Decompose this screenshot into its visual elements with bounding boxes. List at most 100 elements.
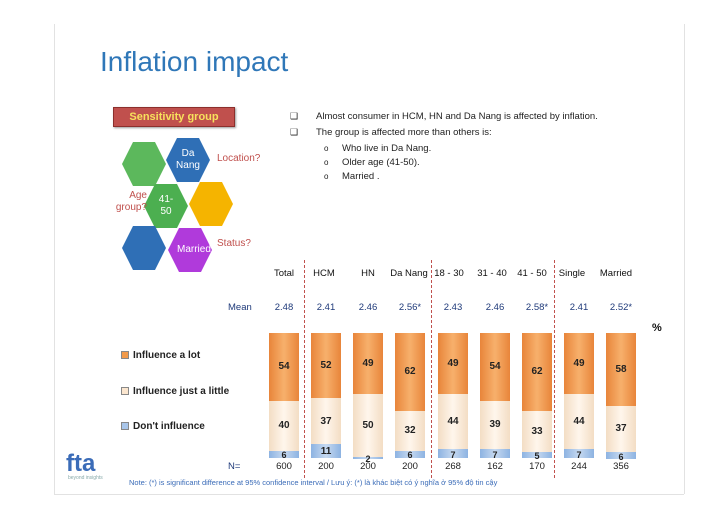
data-label: 37 xyxy=(615,423,627,435)
data-label: 32 xyxy=(404,425,416,436)
bar-segment: 49 xyxy=(353,333,383,395)
bar-segment: 32 xyxy=(395,410,425,451)
bar-segment: 39 xyxy=(480,400,510,450)
data-label: 62 xyxy=(531,366,543,378)
hex-cell xyxy=(122,142,166,186)
data-label: 7 xyxy=(492,449,498,460)
column-header: HN xyxy=(361,268,375,279)
sample-size: 200 xyxy=(318,461,334,472)
bar-segment: 7 xyxy=(438,449,468,460)
legend-swatch xyxy=(121,387,129,396)
location-label: Location? xyxy=(217,153,261,164)
sample-size: 162 xyxy=(487,461,503,472)
bullet-item: Almost consumer in HCM, HN and Da Nang i… xyxy=(290,110,630,123)
hex-married: Married xyxy=(168,228,212,272)
legend-item: Don't influence xyxy=(121,421,205,432)
column-header: Single xyxy=(558,268,586,279)
data-label: 7 xyxy=(450,449,456,460)
bar-segment: 62 xyxy=(522,333,552,411)
bullet-item: The group is affected more than others i… xyxy=(290,126,630,139)
mean-value: 2.48 xyxy=(274,302,294,313)
hex-label: Married xyxy=(177,244,211,255)
sample-size: 600 xyxy=(276,461,292,472)
sample-size: 356 xyxy=(613,461,629,472)
legend-item: Influence a lot xyxy=(121,350,200,361)
n-label: N= xyxy=(228,461,241,472)
group-separator xyxy=(431,260,432,478)
data-label: 58 xyxy=(615,363,627,375)
bar-segment: 7 xyxy=(480,449,510,460)
sensitivity-group-header: Sensitivity group xyxy=(113,107,235,127)
data-label: 6 xyxy=(618,451,624,462)
hex-label: 41-50 xyxy=(158,194,174,217)
bar-segment: 33 xyxy=(522,410,552,452)
column-header: 31 - 40 xyxy=(477,268,507,279)
data-label: 54 xyxy=(489,361,501,373)
data-label: 39 xyxy=(489,419,501,431)
slide-border xyxy=(684,24,685,494)
mean-value: 2.58* xyxy=(525,302,549,313)
mean-value: 2.46 xyxy=(485,302,505,313)
mean-label: Mean xyxy=(228,302,252,313)
data-label: 44 xyxy=(573,416,585,428)
data-label: 54 xyxy=(278,361,290,373)
group-separator xyxy=(554,260,555,478)
sub-bullet-item: Married . xyxy=(290,170,630,184)
sample-size: 268 xyxy=(445,461,461,472)
sample-size: 244 xyxy=(571,461,587,472)
hex-label: Da Nang xyxy=(176,148,200,171)
data-label: 49 xyxy=(573,358,585,370)
mean-value: 2.56* xyxy=(398,302,422,313)
mean-value: 2.46 xyxy=(358,302,378,313)
hex-da-nang: Da Nang xyxy=(166,138,210,182)
bar-segment: 50 xyxy=(353,394,383,457)
logo-tagline: beyond insights xyxy=(68,475,103,481)
findings-list: Almost consumer in HCM, HN and Da Nang i… xyxy=(290,110,630,184)
bar-segment: 44 xyxy=(564,394,594,450)
bar-segment: 6 xyxy=(395,450,425,461)
age-group-label: Age group? xyxy=(115,190,147,213)
status-label: Status? xyxy=(217,238,251,249)
sub-bullet-item: Who live in Da Nang. xyxy=(290,142,630,156)
mean-value: 2.52* xyxy=(609,302,633,313)
bar-segment: 6 xyxy=(269,450,299,460)
hex-41-50: 41-50 xyxy=(144,184,188,228)
bar-segment: 58 xyxy=(606,333,636,406)
data-label: 2 xyxy=(365,454,371,464)
bar-segment: 54 xyxy=(480,333,510,401)
data-label: 5 xyxy=(534,450,540,461)
bar-segment: 5 xyxy=(522,450,552,461)
bar-segment: 2 xyxy=(353,454,383,464)
slide-border xyxy=(54,494,684,495)
bar-segment: 11 xyxy=(311,444,341,458)
sample-size: 170 xyxy=(529,461,545,472)
legend-label: Influence a lot xyxy=(133,350,201,361)
column-header: 18 - 30 xyxy=(434,268,464,279)
mean-value: 2.43 xyxy=(443,302,463,313)
legend-swatch xyxy=(121,351,129,360)
data-label: 11 xyxy=(320,445,332,457)
data-label: 62 xyxy=(404,366,416,378)
bar-segment: 54 xyxy=(269,333,299,401)
bar-segment: 37 xyxy=(311,398,341,445)
data-label: 44 xyxy=(447,416,459,428)
data-label: 49 xyxy=(447,358,459,370)
data-label: 40 xyxy=(278,420,290,431)
legend-item: Influence just a little xyxy=(121,386,229,397)
bar-segment: 49 xyxy=(564,333,594,395)
column-header: Married xyxy=(599,268,633,279)
data-label: 50 xyxy=(362,420,374,431)
bar-segment: 6 xyxy=(606,451,636,462)
data-label: 49 xyxy=(362,358,374,370)
column-header: Total xyxy=(273,268,295,279)
bar-segment: 7 xyxy=(564,449,594,460)
legend-label: Don't influence xyxy=(133,421,205,432)
slide-border xyxy=(54,24,55,494)
bar-segment: 40 xyxy=(269,400,299,451)
data-label: 52 xyxy=(320,360,332,371)
footnote: Note: (*) is significant difference at 9… xyxy=(129,478,498,487)
mean-value: 2.41 xyxy=(569,302,589,313)
data-label: 37 xyxy=(320,415,332,427)
data-label: 6 xyxy=(407,450,413,461)
sample-size: 200 xyxy=(402,461,418,472)
